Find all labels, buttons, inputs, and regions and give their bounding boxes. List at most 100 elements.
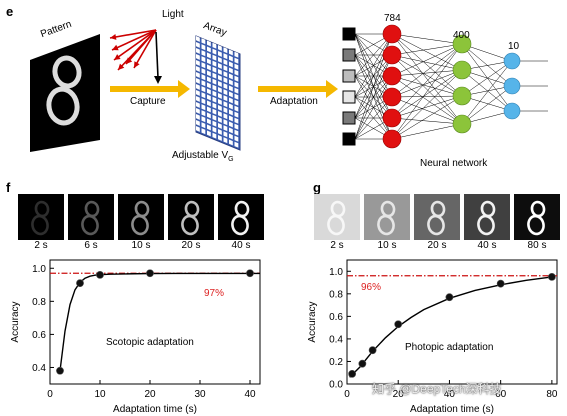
digit-thumbnail xyxy=(414,194,460,240)
network-edge xyxy=(391,43,463,98)
network-edge xyxy=(461,85,513,125)
array-pixel xyxy=(207,52,211,59)
digit-thumbnail xyxy=(464,194,510,240)
layer-size-input: 784 xyxy=(384,13,401,24)
array-pixel xyxy=(223,137,228,144)
array-pixel xyxy=(201,80,206,87)
array-pixel xyxy=(218,99,222,105)
array-pixel xyxy=(218,63,222,69)
y-tick-label: 0.6 xyxy=(32,330,46,341)
array-pixel xyxy=(201,122,206,129)
network-edge xyxy=(461,69,513,112)
x-axis-label: Adaptation time (s) xyxy=(410,404,494,415)
adaptation-label: Adaptation xyxy=(270,96,318,107)
array-pixel xyxy=(218,135,222,141)
array-pixel xyxy=(196,36,200,42)
array-pixel xyxy=(223,89,228,96)
layer-size-hidden: 400 xyxy=(453,30,470,41)
array-pixel xyxy=(234,135,239,142)
reference-label: 96% xyxy=(361,282,381,293)
network-edge xyxy=(391,54,463,71)
digit-thumbnail xyxy=(514,194,560,240)
array-pixel xyxy=(207,112,211,119)
array-pixel xyxy=(218,51,222,57)
watermark: 知乎 @DeepTech深科技 xyxy=(372,382,502,396)
array-pixel xyxy=(201,38,206,45)
y-tick-label: 0.0 xyxy=(329,380,343,391)
network-edge xyxy=(391,75,463,125)
network-edge xyxy=(391,33,463,45)
array-pixel xyxy=(218,75,222,81)
array-pixel xyxy=(212,114,217,121)
array-pixel xyxy=(218,87,222,93)
array-pixel xyxy=(229,55,233,62)
array-pixel xyxy=(229,121,233,128)
x-tick-label: 40 xyxy=(244,389,256,400)
plot-frame xyxy=(49,259,261,385)
network-edge xyxy=(391,33,463,71)
data-point xyxy=(146,269,154,278)
array-pixel xyxy=(234,81,239,88)
data-point xyxy=(496,279,505,288)
array-pixel xyxy=(207,130,211,137)
network-edge xyxy=(391,33,463,97)
input-pixel-square xyxy=(342,90,356,104)
array-pixel xyxy=(234,69,239,76)
array-pixel xyxy=(234,51,239,58)
array-pixel xyxy=(218,69,222,75)
network-edge xyxy=(391,123,463,140)
thumbnail-label: 10 s xyxy=(131,240,151,251)
array-pixel xyxy=(201,98,206,105)
array-pixel xyxy=(234,75,239,82)
array-pixel xyxy=(223,47,228,54)
light-ray xyxy=(125,29,157,65)
network-edge xyxy=(354,33,393,119)
y-tick-label: 0.8 xyxy=(329,289,343,300)
array-pixel xyxy=(201,128,206,135)
network-edge xyxy=(391,69,463,98)
light-ray-black xyxy=(155,31,159,79)
y-tick-label: 0.8 xyxy=(32,297,46,308)
array-pixel xyxy=(196,78,200,84)
array-pixel xyxy=(207,106,211,113)
data-point xyxy=(96,270,104,279)
array-pixel xyxy=(229,67,233,74)
network-edges xyxy=(354,33,548,140)
network-edge xyxy=(391,75,463,97)
y-tick-label: 1.0 xyxy=(329,267,343,278)
light-ray-head xyxy=(126,57,133,64)
fit-curve xyxy=(59,272,260,371)
array-pixel xyxy=(229,91,233,98)
y-tick-label: 0.2 xyxy=(329,357,343,368)
network-edge xyxy=(461,60,513,125)
array-pixel xyxy=(218,93,222,99)
array-pixel xyxy=(201,86,206,93)
array-pixel xyxy=(218,105,222,111)
thumbnail-label: 2 s xyxy=(34,240,48,251)
array-pixel xyxy=(212,72,217,79)
array-pixel xyxy=(196,114,200,120)
light-ray-head xyxy=(118,63,125,70)
array-pixel xyxy=(201,74,206,81)
panel-letter-e: e xyxy=(6,4,14,19)
data-point xyxy=(445,293,454,302)
hidden-neuron xyxy=(452,34,472,54)
array-pixel xyxy=(201,56,206,63)
input-neuron xyxy=(382,87,402,107)
digit-thumbnail xyxy=(364,194,410,240)
thumbnail-label: 20 s xyxy=(427,240,447,251)
array-pixel xyxy=(201,50,206,57)
array-pixel xyxy=(218,123,222,129)
array-pixel xyxy=(223,77,228,84)
light-ray xyxy=(111,29,157,51)
array-pixel xyxy=(229,73,233,80)
sensor-array xyxy=(195,35,241,151)
adjustable-vg-label: Adjustable VG xyxy=(172,150,234,163)
digit-thumbnail xyxy=(118,194,164,240)
array-pixel xyxy=(201,68,206,75)
array-pixel xyxy=(218,117,222,123)
network-edge xyxy=(391,33,463,125)
chart-g: 0 20 40 60 80 0.0 0.2 0.4 0.6 0.8 1.0 Adaptation ti… xyxy=(307,259,558,415)
thumbnail-label: 20 s xyxy=(181,240,201,251)
thumbnail-label: 10 s xyxy=(377,240,397,251)
